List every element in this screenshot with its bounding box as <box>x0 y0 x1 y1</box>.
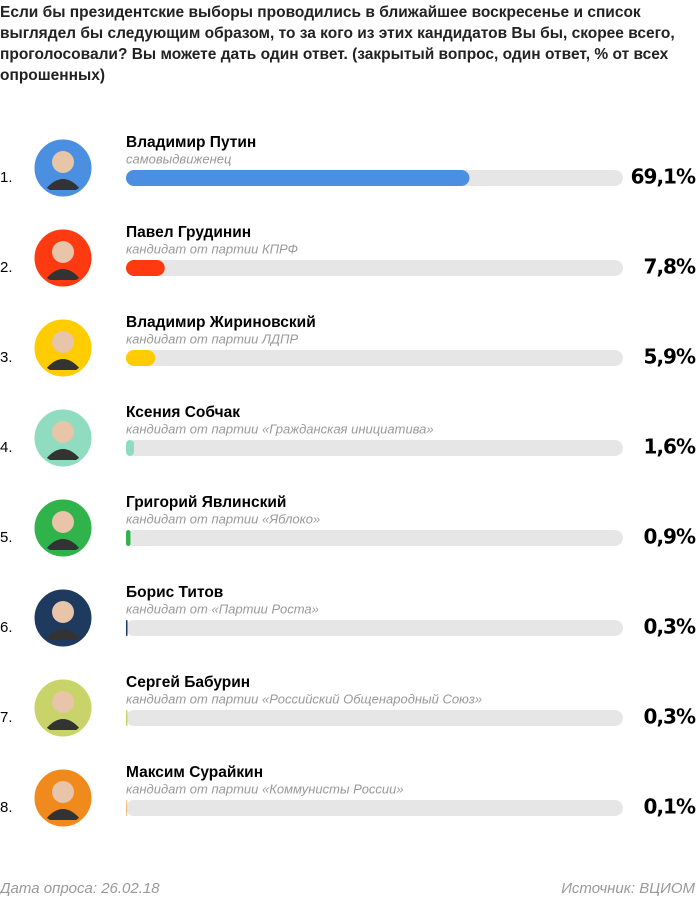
bar <box>126 710 128 726</box>
candidate-name: Владимир Путин <box>126 134 256 151</box>
candidate-party: кандидат от партии «Российский Общенарод… <box>126 691 482 706</box>
rank: 1. <box>0 169 13 186</box>
avatar-ring <box>34 499 92 557</box>
value-label: 0,3% <box>644 705 696 729</box>
avatar <box>34 499 92 557</box>
bar-track <box>126 440 623 456</box>
avatar-ring <box>34 139 92 197</box>
avatar <box>34 229 92 287</box>
avatar-body <box>45 719 81 730</box>
chart-title: Если бы президентские выборы проводились… <box>0 4 675 84</box>
avatar <box>34 319 92 377</box>
value-label: 7,8% <box>644 255 696 279</box>
rank: 3. <box>0 349 13 366</box>
candidate-name: Григорий Явлинский <box>126 494 286 511</box>
bar-track <box>126 530 623 546</box>
candidate-name: Борис Титов <box>126 584 223 601</box>
candidate-party: кандидат от партии КПРФ <box>126 241 298 256</box>
value-label: 0,9% <box>644 525 696 549</box>
candidate-party: кандидат от партии «Яблоко» <box>126 511 320 526</box>
candidate-party: самовыдвиженец <box>126 151 231 166</box>
avatar-body <box>45 809 81 820</box>
avatar <box>34 409 92 467</box>
avatar-head <box>52 511 74 533</box>
footer-source: Источник: ВЦИОМ <box>561 880 695 897</box>
bar-track <box>126 350 623 366</box>
avatar-body <box>45 179 81 190</box>
avatar-body <box>45 449 81 460</box>
value-label: 0,1% <box>644 795 696 819</box>
bar-track <box>126 710 623 726</box>
avatar <box>34 679 92 737</box>
candidate-name: Максим Сурайкин <box>126 764 263 781</box>
avatar-body <box>45 629 81 640</box>
avatar-ring <box>34 319 92 377</box>
value-label: 0,3% <box>644 615 696 639</box>
footer-date: Дата опроса: 26.02.18 <box>0 880 160 897</box>
avatar-ring <box>34 769 92 827</box>
bar-track <box>126 800 623 816</box>
avatar-head <box>52 241 74 263</box>
avatar-ring <box>34 229 92 287</box>
rank: 8. <box>0 799 13 816</box>
bar-track <box>126 260 623 276</box>
candidate-name: Владимир Жириновский <box>126 314 316 331</box>
avatar-head <box>52 421 74 443</box>
bar <box>126 350 156 366</box>
rank: 6. <box>0 619 13 636</box>
avatar-head <box>52 781 74 803</box>
candidate-party: кандидат от партии ЛДПР <box>126 331 298 346</box>
candidate-party: кандидат от партии «Коммунисты России» <box>126 781 404 796</box>
avatar <box>34 139 92 197</box>
bar <box>126 170 470 186</box>
candidate-party: кандидат от партии «Гражданская инициати… <box>126 421 434 436</box>
bar <box>126 260 165 276</box>
avatar <box>34 769 92 827</box>
avatar-ring <box>34 589 92 647</box>
rank: 7. <box>0 709 13 726</box>
avatar-head <box>52 601 74 623</box>
avatar-ring <box>34 409 92 467</box>
avatar <box>34 589 92 647</box>
avatar-head <box>52 691 74 713</box>
candidate-name: Сергей Бабурин <box>126 674 250 691</box>
candidate-name: Павел Грудинин <box>126 224 251 241</box>
value-label: 1,6% <box>644 435 696 459</box>
avatar-head <box>52 151 74 173</box>
bar <box>126 620 128 636</box>
avatar-ring <box>34 679 92 737</box>
candidate-party: кандидат от «Партии Роста» <box>126 601 319 616</box>
bar <box>126 530 131 546</box>
avatar-head <box>52 331 74 353</box>
rank: 2. <box>0 259 13 276</box>
avatar-body <box>45 539 81 550</box>
bar-track <box>126 620 623 636</box>
bar <box>126 440 134 456</box>
rank: 4. <box>0 439 13 456</box>
avatar-body <box>45 269 81 280</box>
avatar-body <box>45 359 81 370</box>
rank: 5. <box>0 529 13 546</box>
value-label: 5,9% <box>644 345 696 369</box>
value-label: 69,1% <box>631 165 696 189</box>
candidate-name: Ксения Собчак <box>126 404 240 421</box>
